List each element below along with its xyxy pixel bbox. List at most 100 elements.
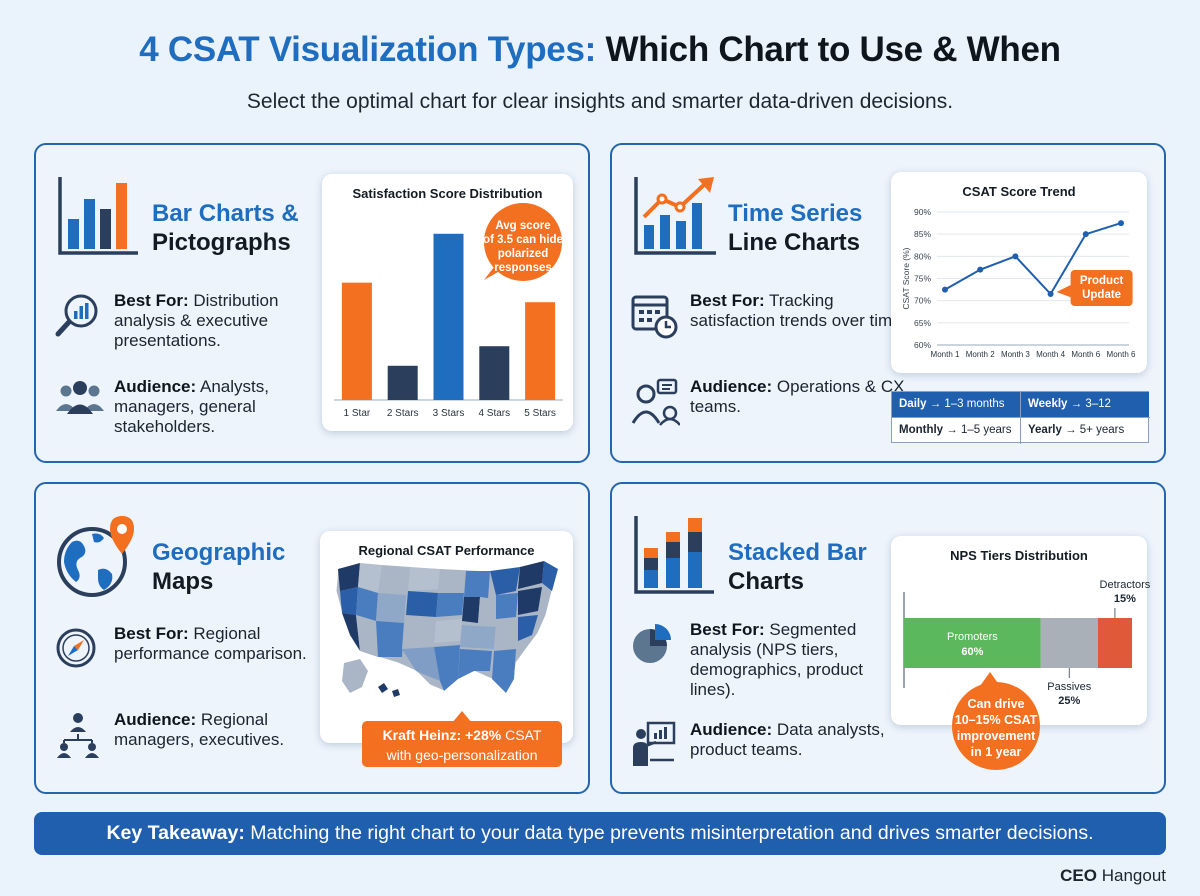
best-for-value: Regional performance comparison. <box>114 624 307 663</box>
data-point <box>977 266 984 273</box>
bar-chart-title: Satisfaction Score Distribution <box>352 186 543 201</box>
segment-label: Passives <box>1047 681 1092 693</box>
segment-passives <box>1040 618 1098 668</box>
map-callout-line1: Kraft Heinz: +28% CSAT <box>383 727 542 743</box>
annotation-pointer <box>1056 284 1073 299</box>
granularity-range: 1–3 months <box>944 398 1005 410</box>
best-for-label: Best For: <box>690 620 765 639</box>
x-tick-label: 1 Star <box>344 408 371 419</box>
audience-label: Audience: <box>690 377 773 396</box>
audience-text: Audience: Analysts, managers, general st… <box>114 377 334 437</box>
panel-heading: Bar Charts & Pictographs <box>152 199 299 257</box>
map-callout: Kraft Heinz: +28% CSAT with geo-personal… <box>362 711 562 767</box>
heading-line1: Geographic <box>152 539 286 566</box>
audience-value: Data analysts, product teams. <box>690 720 885 759</box>
table-divider <box>892 417 1150 418</box>
y-tick-label: 60% <box>914 340 931 350</box>
line-chart-title: CSAT Score Trend <box>962 184 1076 199</box>
segment-detractors <box>1097 618 1132 668</box>
audience-text: Audience: Operations & CX teams. <box>690 377 910 417</box>
stacked-annotation-line2: 10–15% CSAT <box>955 713 1038 727</box>
y-tick-label: 80% <box>914 251 931 261</box>
x-tick-label: 3 Stars <box>433 408 465 419</box>
best-for-text: Best For: Tracking satisfaction trends o… <box>690 291 910 331</box>
stacked-chart-card: NPS Tiers Distribution Promoters 60% Passi… <box>891 536 1151 725</box>
data-point <box>942 286 948 293</box>
heading-line1: Bar Charts & <box>152 200 299 227</box>
granularity-weekly: Weekly → 3–12 months <box>1021 392 1149 435</box>
x-tick-label: Month 3 <box>1001 350 1030 359</box>
org-hierarchy-icon <box>57 713 99 758</box>
bar <box>525 302 556 400</box>
bar-annotation-line4: responses <box>494 262 552 274</box>
stacked-annotation-line4: in 1 year <box>971 745 1022 759</box>
audience-label: Audience: <box>114 377 197 396</box>
segment-label: Promoters <box>947 631 998 643</box>
panel-heading: Time Series Line Charts <box>728 199 862 257</box>
audience-label: Audience: <box>690 720 773 739</box>
map-callout-line2: with geo-personalization <box>386 747 538 763</box>
best-for-value: Distribution analysis & executive presen… <box>114 291 279 350</box>
heading-line2: Line Charts <box>728 229 861 256</box>
stacked-chart-title: NPS Tiers Distribution <box>950 548 1088 563</box>
granularity-label: Weekly <box>1028 398 1068 410</box>
granularity-label: Monthly <box>899 424 944 436</box>
data-point <box>1082 231 1089 238</box>
heading-line2: Maps <box>152 568 214 595</box>
bar-annotation-line2: of 3.5 can hide <box>483 234 563 246</box>
bar-annotation-bubble: Avg score of 3.5 can hide polarized resp… <box>483 203 563 281</box>
heading-line2: Charts <box>728 568 805 595</box>
segment-value: 25% <box>1058 695 1080 707</box>
y-tick-label: 65% <box>914 318 931 328</box>
x-tick-label: 2 Stars <box>387 408 419 419</box>
granularity-range: 1–5 years <box>960 424 1012 436</box>
data-point <box>1047 291 1054 298</box>
compass-icon <box>56 628 96 668</box>
best-for-value: Tracking satisfaction trends over time. <box>690 291 907 330</box>
map-callout-bold: Kraft Heinz: +28% <box>383 727 502 743</box>
support-agent-icon <box>631 378 680 426</box>
group-people-icon <box>56 381 104 414</box>
x-tick-label: 4 Stars <box>478 408 510 419</box>
heading-line2: Pictographs <box>152 229 291 256</box>
stacked-annotation-bubble: Can drive 10–15% CSAT improvement in 1 y… <box>952 672 1040 770</box>
bar <box>433 233 464 400</box>
bar-chart-card: Satisfaction Score Distribution 1 Star 2 … <box>322 174 573 431</box>
best-for-label: Best For: <box>114 291 189 310</box>
us-map <box>335 560 559 697</box>
globe-pin-icon <box>57 516 134 597</box>
bar-chart-icon <box>58 177 138 255</box>
segment-value: 60% <box>961 646 983 658</box>
table-divider <box>1020 392 1021 444</box>
line-chart-card: CSAT Score Trend 60% 65% 70% 75% 80% 85% 90% CS… <box>891 172 1147 373</box>
bar-chart: 1 Star 2 Stars 3 Stars 4 Stars 5 Stars <box>334 233 563 419</box>
annotation-text: Product <box>1080 275 1124 287</box>
bar-annotation-line1: Avg score <box>495 220 550 232</box>
best-for-text: Best For: Distribution analysis & execut… <box>114 291 334 351</box>
map-card: Regional CSAT Performance <box>320 531 573 767</box>
x-tick-label: Month 6 <box>1107 350 1136 359</box>
y-axis-label: CSAT Score (%) <box>901 247 911 309</box>
granularity-monthly: Monthly → 1–5 years <box>899 424 1012 436</box>
x-tick-label: Month 1 <box>931 350 960 359</box>
trend-line <box>944 222 1122 296</box>
audience-text: Audience: Regional managers, executives. <box>114 710 334 750</box>
annotation-box <box>1070 270 1133 307</box>
magnifier-chart-icon <box>55 294 98 337</box>
bar <box>341 282 372 400</box>
granularity-yearly: Yearly → 5+ years <box>1028 424 1125 436</box>
brand-rest: Hangout <box>1101 866 1166 885</box>
title-rest: Which Chart to Use & When <box>605 30 1061 69</box>
takeaway-text: Matching the right chart to your data ty… <box>250 822 1094 844</box>
best-for-value: Segmented analysis (NPS tiers, demograph… <box>690 620 863 699</box>
segment-promoters <box>904 618 1041 668</box>
x-tick-label: 5 Stars <box>524 408 556 419</box>
best-for-label: Best For: <box>114 624 189 643</box>
data-point <box>1118 220 1124 227</box>
audience-value: Analysts, managers, general stakeholders… <box>114 377 269 436</box>
heading-line1: Time Series <box>728 200 863 227</box>
presenter-icon <box>633 721 676 766</box>
map-title: Regional CSAT Performance <box>358 543 535 558</box>
page-subtitle: Select the optimal chart for clear insig… <box>246 90 954 113</box>
stacked-bar-icon <box>634 516 714 594</box>
